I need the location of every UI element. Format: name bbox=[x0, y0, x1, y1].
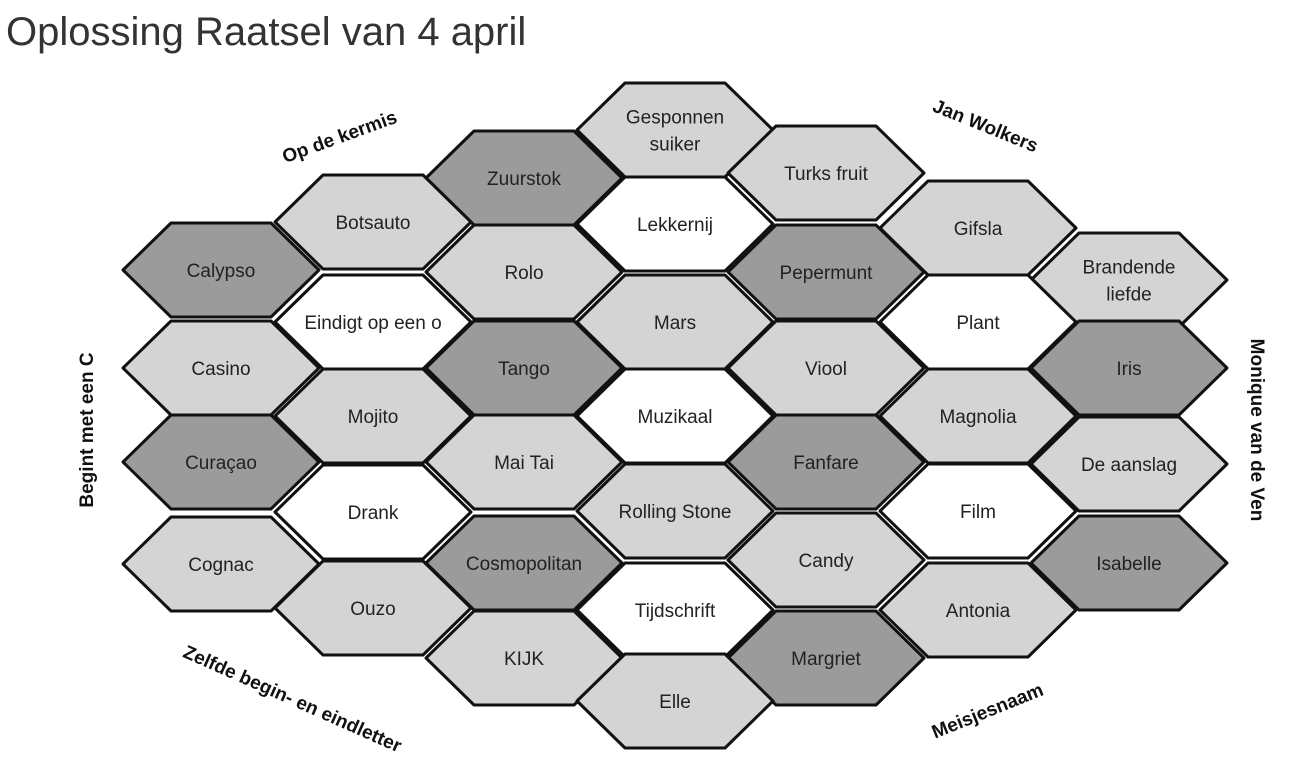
hex-cell-film: Film bbox=[878, 462, 1078, 560]
hex-shape bbox=[878, 561, 1078, 659]
hex-cell-turks-fruit: Turks fruit bbox=[726, 124, 926, 222]
hex-shape bbox=[424, 609, 624, 707]
hex-label: Drank bbox=[348, 503, 399, 524]
hex-label: Mojito bbox=[348, 407, 399, 428]
hex-cell-candy: Candy bbox=[726, 511, 926, 609]
hex-shape bbox=[726, 124, 926, 222]
hex-cell-cosmopolitan: Cosmopolitan bbox=[424, 514, 624, 612]
hex-shape bbox=[575, 175, 775, 273]
hex-cell-magnolia: Magnolia bbox=[878, 367, 1078, 465]
hex-cell-calypso: Calypso bbox=[121, 221, 321, 319]
hex-shape bbox=[575, 652, 775, 750]
hex-label: Tijdschrift bbox=[635, 601, 716, 622]
hex-label: Pepermunt bbox=[780, 263, 874, 284]
hex-cell-ouzo: Ouzo bbox=[273, 559, 473, 657]
hex-label: Muzikaal bbox=[638, 407, 713, 428]
hex-shape bbox=[121, 221, 321, 319]
hex-shape bbox=[726, 511, 926, 609]
hex-shape bbox=[575, 462, 775, 560]
hex-shape bbox=[878, 462, 1078, 560]
category-label-top-left: Op de kermis bbox=[280, 107, 400, 168]
hex-label: Rolo bbox=[504, 263, 543, 284]
category-label-bottom-left: Zelfde begin- en eindletter bbox=[180, 642, 405, 758]
category-label-top-right: Jan Wolkers bbox=[930, 96, 1041, 157]
hex-label: liefde bbox=[1106, 285, 1151, 306]
hex-label: Fanfare bbox=[793, 453, 858, 474]
hex-shape bbox=[1029, 319, 1229, 417]
hex-label: Rolling Stone bbox=[618, 502, 731, 523]
hex-label: Zuurstok bbox=[487, 169, 561, 190]
hex-label: Candy bbox=[799, 551, 854, 572]
hex-label: KIJK bbox=[504, 649, 544, 670]
hex-label: Lekkernij bbox=[637, 215, 713, 236]
hex-cell-cognac: Cognac bbox=[121, 515, 321, 613]
hex-cell-elle: Elle bbox=[575, 652, 775, 750]
hex-cell-eindigt-op-een-o: Eindigt op een o bbox=[273, 273, 473, 371]
hex-label: Botsauto bbox=[336, 213, 411, 234]
hex-label: Gifsla bbox=[954, 219, 1003, 240]
hex-label: Turks fruit bbox=[784, 164, 868, 185]
hex-cell-curacao: Curaçao bbox=[121, 413, 321, 511]
hex-label: Eindigt op een o bbox=[304, 313, 441, 334]
hex-shape bbox=[273, 463, 473, 561]
hex-cell-isabelle: Isabelle bbox=[1029, 514, 1229, 612]
hex-cell-mai-tai: Mai Tai bbox=[424, 413, 624, 511]
hex-shape bbox=[273, 367, 473, 465]
hex-shape bbox=[273, 559, 473, 657]
hex-label: Film bbox=[960, 502, 996, 523]
hex-label: Tango bbox=[498, 359, 550, 380]
hex-label: De aanslag bbox=[1081, 455, 1177, 476]
hex-label: Isabelle bbox=[1096, 554, 1162, 575]
hex-cell-iris: Iris bbox=[1029, 319, 1229, 417]
hex-cell-margriet: Margriet bbox=[726, 609, 926, 707]
hex-cell-mojito: Mojito bbox=[273, 367, 473, 465]
hex-label: Ouzo bbox=[350, 599, 395, 620]
hex-shape bbox=[273, 173, 473, 271]
hex-cell-botsauto: Botsauto bbox=[273, 173, 473, 271]
hex-shape bbox=[424, 413, 624, 511]
hex-label: Curaçao bbox=[185, 453, 257, 474]
hex-shape bbox=[726, 413, 926, 511]
hex-shape bbox=[1029, 514, 1229, 612]
hex-cell-kijk: KIJK bbox=[424, 609, 624, 707]
category-label-left: Begint met een C bbox=[77, 352, 98, 507]
hex-label: Cognac bbox=[188, 555, 254, 576]
hex-label: Calypso bbox=[187, 261, 256, 282]
hex-label: Margriet bbox=[791, 649, 861, 670]
hex-cell-antonia: Antonia bbox=[878, 561, 1078, 659]
hex-label: Mars bbox=[654, 313, 696, 334]
hex-label: Elle bbox=[659, 692, 691, 713]
hex-shape bbox=[121, 515, 321, 613]
hex-cell-rolo: Rolo bbox=[424, 223, 624, 321]
category-label-right: Monique van de Ven bbox=[1246, 339, 1267, 522]
hex-cell-lekkernij: Lekkernij bbox=[575, 175, 775, 273]
hex-shape bbox=[121, 413, 321, 511]
hex-label: Viool bbox=[805, 359, 847, 380]
hex-label: Casino bbox=[191, 359, 250, 380]
hex-label: Iris bbox=[1116, 359, 1141, 380]
page-title: Oplossing Raatsel van 4 april bbox=[6, 10, 527, 54]
hex-cell-rolling-stone: Rolling Stone bbox=[575, 462, 775, 560]
hex-label: Gesponnen bbox=[626, 108, 724, 129]
hex-cell-de-aanslag: De aanslag bbox=[1029, 415, 1229, 513]
hex-cell-drank: Drank bbox=[273, 463, 473, 561]
hex-label: Plant bbox=[956, 313, 1000, 334]
hex-shape bbox=[1029, 415, 1229, 513]
hex-label: Mai Tai bbox=[494, 453, 554, 474]
hex-shape bbox=[424, 223, 624, 321]
hex-cell-fanfare: Fanfare bbox=[726, 413, 926, 511]
hex-label: suiker bbox=[650, 135, 701, 156]
hex-label: Cosmopolitan bbox=[466, 554, 582, 575]
hex-label: Brandende bbox=[1083, 258, 1176, 279]
category-label-bottom-right: Meisjesnaam bbox=[929, 680, 1047, 744]
hex-shape bbox=[726, 223, 926, 321]
hex-label: Antonia bbox=[946, 601, 1011, 622]
hex-cell-pepermunt: Pepermunt bbox=[726, 223, 926, 321]
hex-label: Magnolia bbox=[939, 407, 1017, 428]
